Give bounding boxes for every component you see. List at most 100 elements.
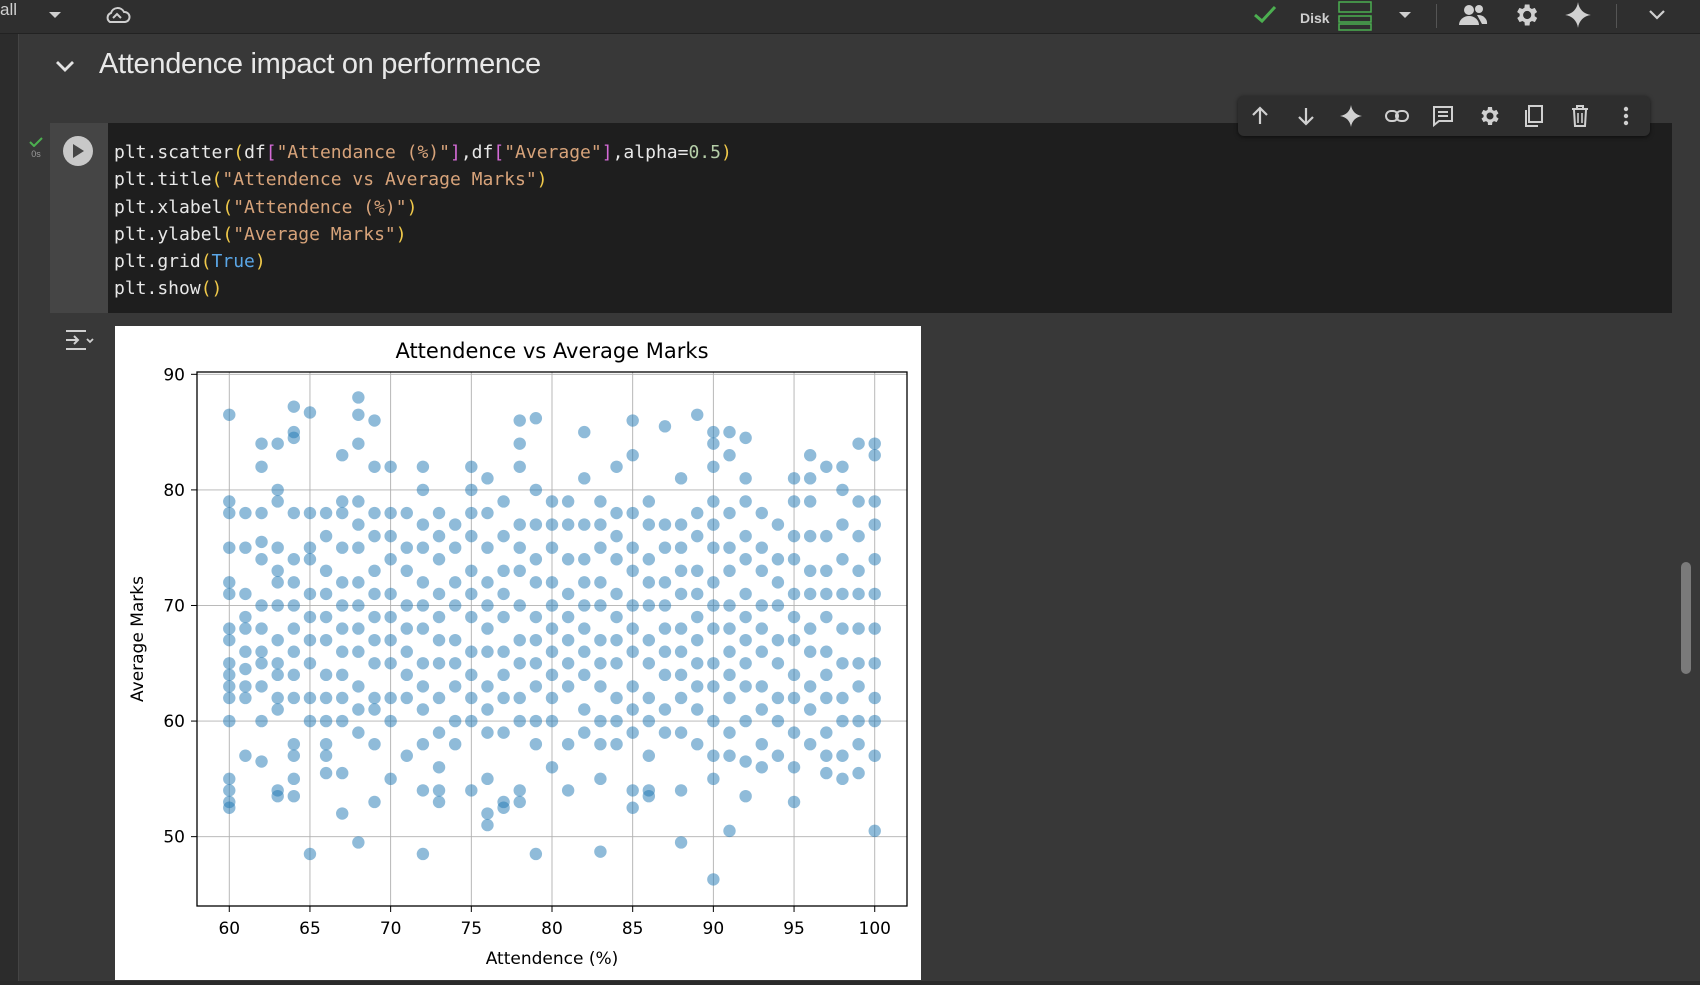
scatter-point (658, 576, 672, 589)
sparkle-icon[interactable] (1563, 2, 1593, 28)
scatter-point (852, 437, 865, 450)
runtime-menu-label[interactable]: all (0, 0, 18, 19)
scatter-point (658, 622, 672, 635)
run-cell-button[interactable] (63, 136, 93, 166)
scatter-point (755, 506, 768, 520)
scatter-point (836, 714, 849, 728)
scatter-point (739, 714, 752, 728)
scatter-point (400, 749, 413, 762)
delete-cell-button[interactable] (1564, 101, 1596, 131)
move-cell-up-button[interactable] (1244, 101, 1276, 131)
scatter-point (497, 691, 510, 705)
scatter-point (432, 795, 446, 809)
y-tick-label: 90 (163, 365, 185, 385)
scatter-point (287, 576, 301, 589)
scatter-point (239, 680, 252, 693)
scatter-point (561, 737, 575, 751)
scatter-point (642, 495, 656, 508)
scatter-point (755, 564, 768, 578)
resource-bars-icon[interactable] (1338, 1, 1372, 31)
scatter-point (658, 541, 672, 554)
scatter-point (352, 437, 365, 450)
scatter-point (448, 633, 462, 647)
scatter-point (255, 714, 268, 728)
scatter-point (707, 749, 720, 762)
cell-toolbar (1238, 96, 1650, 136)
scatter-point (771, 657, 785, 670)
scatter-point (529, 576, 543, 589)
scatter-point (368, 610, 381, 624)
scatter-point (352, 541, 365, 554)
scatter-point (336, 599, 349, 612)
scatter-point (336, 645, 349, 658)
scatter-point (578, 703, 591, 716)
more-actions-button[interactable] (1610, 101, 1642, 131)
check-icon (29, 137, 43, 148)
scatter-point (578, 553, 591, 566)
scatter-point (319, 766, 333, 780)
scatter-point (432, 529, 446, 543)
mirror-cell-button[interactable] (1518, 101, 1550, 131)
scatter-point (384, 772, 397, 786)
scatter-point (626, 645, 639, 658)
chevron-down-icon[interactable] (1642, 2, 1672, 28)
code-text[interactable]: plt.scatter(df["Attendance (%)"],df["Ave… (114, 142, 732, 300)
scatter-point (336, 506, 349, 520)
scatter-point (803, 645, 817, 658)
scatter-point (255, 657, 268, 670)
gemini-button[interactable] (1335, 101, 1367, 131)
scatter-point (803, 449, 817, 462)
output-actions-button[interactable] (63, 325, 95, 355)
people-icon[interactable] (1458, 2, 1488, 28)
gear-icon[interactable] (1511, 2, 1541, 28)
disk-label: Disk (1300, 10, 1330, 26)
scatter-point (465, 529, 478, 543)
section-collapse-toggle[interactable] (50, 53, 80, 79)
scatter-point (481, 726, 494, 739)
x-tick-label: 95 (783, 919, 805, 939)
scatter-point (561, 633, 575, 647)
link-icon (1385, 110, 1409, 122)
scatter-point (416, 847, 430, 861)
scatter-point (465, 564, 478, 578)
scatter-point (578, 726, 591, 739)
scatter-point (432, 587, 446, 601)
scatter-point (319, 749, 333, 762)
scatter-point (755, 680, 768, 693)
scatter-point (771, 518, 785, 531)
scatter-point (787, 553, 801, 566)
scatter-point (448, 657, 462, 670)
scatter-point (868, 587, 881, 601)
scatter-point (255, 680, 268, 693)
scatter-point (674, 668, 688, 682)
scatter-point (497, 610, 510, 624)
scatter-point (529, 518, 543, 531)
scatter-point (642, 576, 656, 589)
scatter-point (448, 576, 462, 589)
scatter-point (787, 633, 801, 647)
add-comment-button[interactable] (1427, 101, 1459, 131)
scatter-point (739, 610, 752, 624)
scatter-point (481, 599, 494, 612)
cloud-icon[interactable] (102, 2, 132, 28)
scatter-point (755, 703, 768, 716)
scatter-point (223, 772, 236, 786)
dropdown-icon[interactable] (40, 2, 70, 28)
scatter-point (820, 749, 833, 762)
vertical-scrollbar[interactable] (1681, 562, 1691, 674)
cell-settings-button[interactable] (1473, 101, 1505, 131)
scatter-point (739, 553, 752, 566)
scatter-point (820, 645, 833, 658)
dropdown-icon[interactable] (1390, 2, 1420, 28)
scatter-point (481, 680, 494, 693)
code-editor[interactable] (108, 123, 1672, 313)
scatter-point (578, 668, 591, 682)
scatter-point (545, 668, 559, 682)
scatter-point (223, 506, 236, 520)
scatter-point (626, 784, 639, 797)
move-cell-down-button[interactable] (1290, 101, 1322, 131)
scatter-point (352, 391, 365, 404)
scatter-point (594, 845, 607, 858)
scatter-point (384, 691, 397, 705)
copy-link-button[interactable] (1381, 101, 1413, 131)
